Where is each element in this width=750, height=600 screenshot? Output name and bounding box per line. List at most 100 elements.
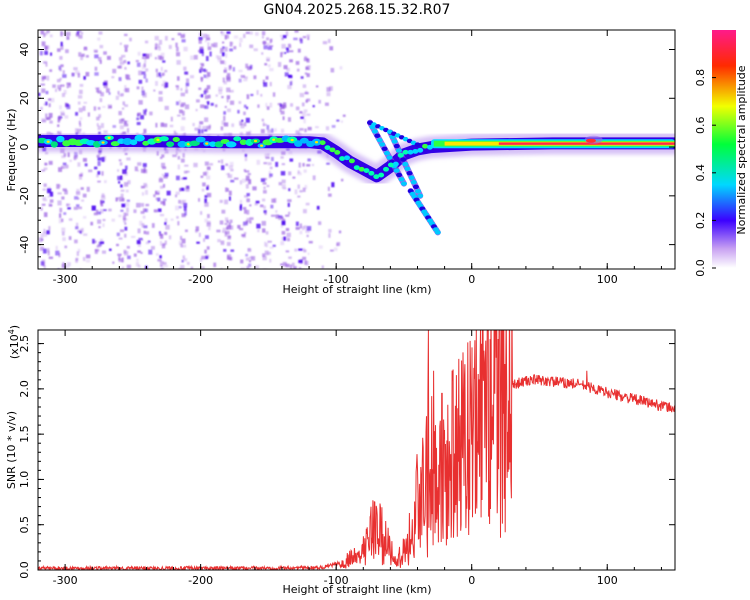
noise-speck <box>288 50 294 53</box>
y-tick-label: 0.5 <box>18 516 31 534</box>
branch-blob <box>400 157 407 162</box>
noise-speck <box>243 79 248 82</box>
noise-speck <box>288 188 291 192</box>
noise-speck <box>203 238 206 242</box>
noise-speck <box>85 54 89 58</box>
noise-speck <box>120 193 124 197</box>
noise-speck <box>103 180 107 184</box>
noise-speck <box>303 118 306 124</box>
noise-speck <box>61 155 66 159</box>
noise-speck <box>239 180 242 185</box>
noise-speck <box>75 257 79 261</box>
noise-speck <box>158 96 163 102</box>
noise-speck <box>224 67 228 71</box>
noise-speck <box>210 43 214 47</box>
noise-speck <box>193 54 198 60</box>
noise-speck <box>156 47 161 51</box>
noise-speck <box>138 237 143 241</box>
noise-speck <box>292 176 296 179</box>
noise-speck <box>329 86 333 91</box>
noise-speck <box>61 196 65 200</box>
noise-speck <box>97 125 101 131</box>
noise-speck <box>47 186 51 189</box>
noise-speck <box>275 161 279 167</box>
noise-speck <box>228 65 232 71</box>
noise-speck <box>280 52 283 58</box>
noise-speck <box>136 117 140 121</box>
noise-speck <box>200 104 204 109</box>
noise-speck <box>257 229 260 233</box>
noise-speck <box>144 184 149 189</box>
noise-speck <box>97 161 101 166</box>
noise-speck <box>203 74 207 78</box>
noise-speck <box>210 102 214 106</box>
noise-speck <box>230 41 234 45</box>
noise-speck <box>282 116 285 121</box>
noise-speck <box>78 34 83 39</box>
noise-speck <box>204 129 208 132</box>
noise-speck <box>185 89 189 94</box>
noise-speck <box>60 41 63 47</box>
noise-speck <box>206 72 211 77</box>
noise-speck <box>123 212 126 217</box>
noise-speck <box>221 159 224 165</box>
colorbar-label: Normalized spectral amplitude <box>735 65 748 234</box>
noise-speck <box>99 238 104 244</box>
noise-speck <box>287 84 292 90</box>
noise-speck <box>118 237 123 240</box>
noise-speck <box>339 66 343 70</box>
noise-speck <box>239 206 242 211</box>
noise-speck <box>119 196 124 202</box>
noise-speck <box>226 99 229 103</box>
noise-speck <box>47 247 50 252</box>
noise-speck <box>178 240 182 246</box>
noise-speck <box>200 94 204 98</box>
noise-speck <box>160 201 165 205</box>
noise-speck <box>176 216 179 219</box>
noise-speck <box>115 197 118 202</box>
noise-speck <box>200 66 203 71</box>
noise-speck <box>153 89 156 92</box>
noise-speck <box>155 81 158 86</box>
noise-speck <box>161 83 166 87</box>
noise-speck <box>288 256 292 259</box>
noise-speck <box>79 83 84 87</box>
noise-speck <box>120 209 124 212</box>
noise-speck <box>183 206 187 211</box>
noise-speck <box>213 262 217 268</box>
spectrogram-x-axis-label: Height of straight line (km) <box>282 283 431 296</box>
noise-speck <box>280 263 283 266</box>
noise-speck <box>161 162 166 168</box>
noise-speck <box>325 126 330 131</box>
noise-speck <box>221 31 225 36</box>
noise-speck <box>312 175 316 181</box>
noise-speck <box>143 63 146 68</box>
noise-speck <box>269 166 273 170</box>
noise-speck <box>75 70 80 74</box>
noise-speck <box>217 239 221 243</box>
noise-speck <box>119 61 125 65</box>
noise-speck <box>41 120 47 123</box>
snr-frame <box>37 329 676 571</box>
ridge-blob <box>407 149 414 155</box>
noise-speck <box>249 64 253 69</box>
noise-speck <box>62 70 65 75</box>
noise-speck <box>225 163 229 167</box>
noise-speck <box>77 230 81 233</box>
noise-speck <box>329 249 334 252</box>
noise-speck <box>222 229 226 233</box>
noise-speck <box>43 231 48 237</box>
noise-speck <box>49 120 53 124</box>
noise-speck <box>48 256 54 259</box>
noise-speck <box>239 37 243 43</box>
noise-speck <box>302 36 307 39</box>
noise-speck <box>162 60 166 63</box>
colorbar-ticks: 0.0 0.2 0.4 0.6 0.8 <box>694 69 716 277</box>
ridge-blob <box>209 141 217 147</box>
ridge-blob <box>344 155 351 161</box>
noise-speck <box>195 226 200 232</box>
noise-speck <box>244 170 250 173</box>
noise-speck <box>299 92 305 98</box>
noise-speck <box>117 90 120 95</box>
noise-speck <box>201 63 205 67</box>
